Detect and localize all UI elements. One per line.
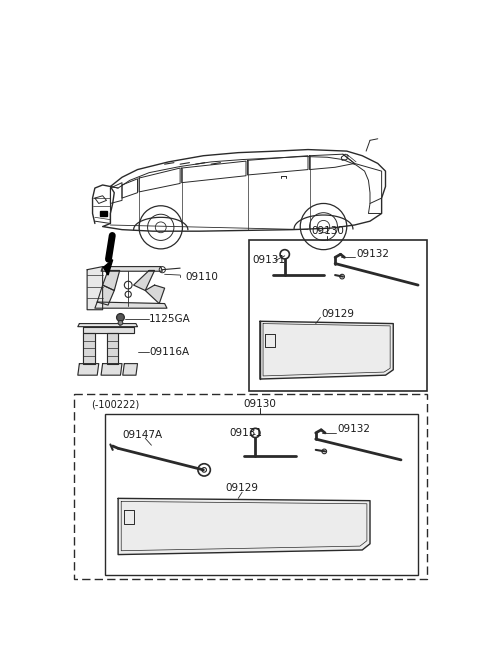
Text: (-100222): (-100222) xyxy=(91,400,139,409)
Polygon shape xyxy=(103,260,113,275)
Polygon shape xyxy=(101,363,122,375)
Circle shape xyxy=(251,428,260,438)
Text: 09130: 09130 xyxy=(243,399,276,409)
Polygon shape xyxy=(133,270,155,291)
Polygon shape xyxy=(145,285,165,304)
Polygon shape xyxy=(123,363,137,375)
Circle shape xyxy=(118,321,123,325)
Text: 09132: 09132 xyxy=(356,249,389,259)
Text: 09132: 09132 xyxy=(337,424,371,434)
Polygon shape xyxy=(78,363,99,375)
Text: 09110: 09110 xyxy=(186,272,218,282)
Polygon shape xyxy=(95,302,167,308)
Polygon shape xyxy=(103,270,120,291)
Polygon shape xyxy=(78,323,137,327)
Polygon shape xyxy=(87,266,103,310)
Polygon shape xyxy=(101,266,162,271)
Text: 09131: 09131 xyxy=(252,255,285,266)
Polygon shape xyxy=(83,333,95,363)
Polygon shape xyxy=(97,285,114,305)
Text: 09131: 09131 xyxy=(229,428,262,438)
Text: 09147A: 09147A xyxy=(122,430,162,440)
Circle shape xyxy=(280,250,289,259)
Polygon shape xyxy=(83,327,133,333)
Polygon shape xyxy=(118,499,370,554)
Text: 09129: 09129 xyxy=(321,308,354,319)
Circle shape xyxy=(117,314,124,321)
Bar xyxy=(105,414,418,575)
Text: 09129: 09129 xyxy=(226,483,259,493)
Text: 1125GA: 1125GA xyxy=(149,314,191,324)
Text: 09116A: 09116A xyxy=(149,347,189,357)
Text: 09130: 09130 xyxy=(311,226,344,236)
Polygon shape xyxy=(100,211,107,216)
Bar xyxy=(74,394,427,579)
Bar xyxy=(249,240,427,390)
Polygon shape xyxy=(107,333,118,363)
Polygon shape xyxy=(260,321,393,379)
